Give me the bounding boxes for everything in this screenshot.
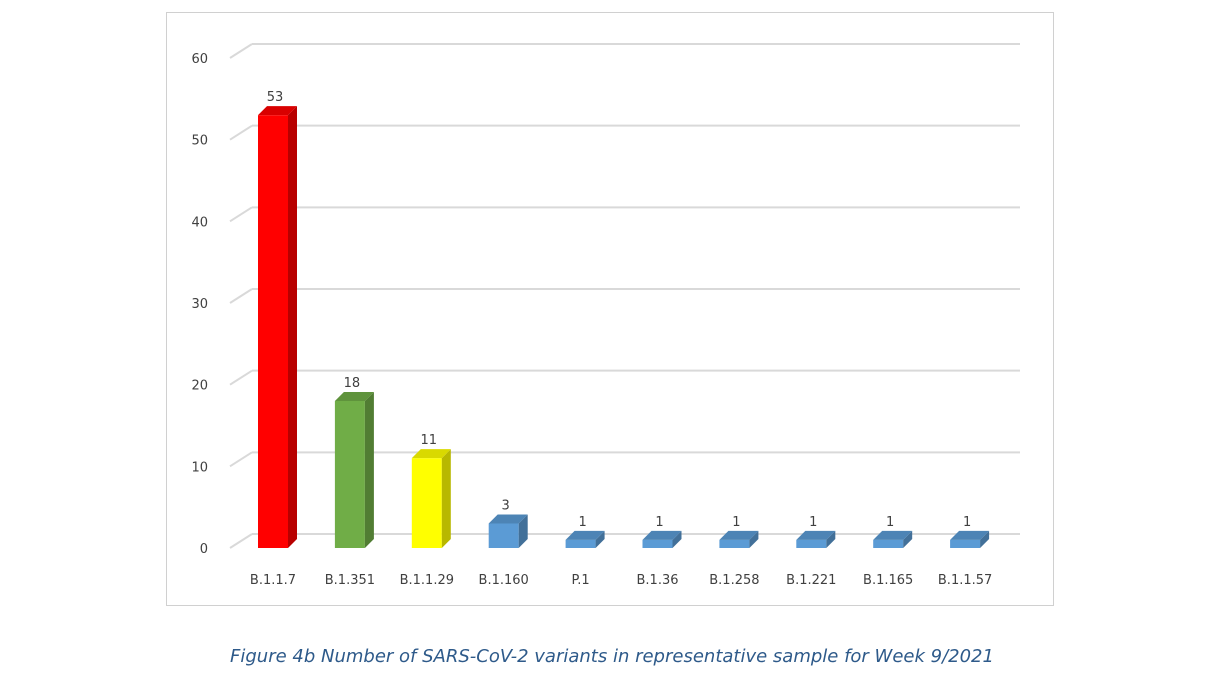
gridline <box>229 206 1020 223</box>
y-tick-label: 50 <box>191 134 208 149</box>
data-label: 1 <box>578 515 586 530</box>
bar-B-1-1-29 <box>411 449 451 548</box>
data-label: 1 <box>886 515 894 530</box>
x-tick-label: B.1.160 <box>479 573 529 588</box>
gridline <box>229 451 1020 468</box>
y-tick-label: 60 <box>191 52 208 67</box>
bar-B-1-160 <box>488 514 528 548</box>
data-label: 18 <box>344 376 361 391</box>
figure-caption: Figure 4b Number of SARS-CoV-2 variants … <box>230 646 994 667</box>
y-tick-label: 20 <box>191 379 208 394</box>
gridline <box>229 43 1020 59</box>
bar-B-1-221 <box>796 530 836 548</box>
x-tick-label: B.1.1.57 <box>938 573 992 588</box>
x-tick-label: B.1.258 <box>709 573 759 588</box>
bar-chart: 010203040506053B.1.1.718B.1.35111B.1.1.2… <box>191 43 1020 588</box>
bar-P-1 <box>565 530 605 548</box>
bar-B-1-351 <box>334 392 374 548</box>
x-tick-label: B.1.351 <box>325 573 375 588</box>
data-label: 3 <box>502 499 510 514</box>
gridline <box>229 369 1020 386</box>
bar-B-1-1-7 <box>258 106 297 549</box>
bar-B-1-36 <box>642 530 682 548</box>
data-label: 53 <box>267 90 284 105</box>
y-tick-label: 30 <box>191 297 208 312</box>
data-label: 11 <box>421 433 438 448</box>
x-tick-label: B.1.165 <box>863 573 913 588</box>
y-tick-label: 0 <box>200 542 208 557</box>
x-tick-label: B.1.1.7 <box>250 573 296 588</box>
x-tick-label: B.1.1.29 <box>400 573 454 588</box>
data-label: 1 <box>732 515 740 530</box>
y-tick-label: 40 <box>191 215 208 230</box>
chart-frame <box>166 12 1054 606</box>
bar-B-1-1-57 <box>950 530 990 548</box>
y-tick-label: 10 <box>191 460 208 475</box>
bar-B-1-258 <box>719 530 759 548</box>
bar-B-1-165 <box>873 530 913 548</box>
x-tick-label: B.1.36 <box>637 573 679 588</box>
gridline <box>229 124 1020 141</box>
x-tick-label: P.1 <box>571 573 589 588</box>
x-tick-label: B.1.221 <box>786 573 836 588</box>
data-label: 1 <box>809 515 817 530</box>
gridline <box>229 288 1020 304</box>
data-label: 1 <box>963 515 971 530</box>
data-label: 1 <box>655 515 663 530</box>
